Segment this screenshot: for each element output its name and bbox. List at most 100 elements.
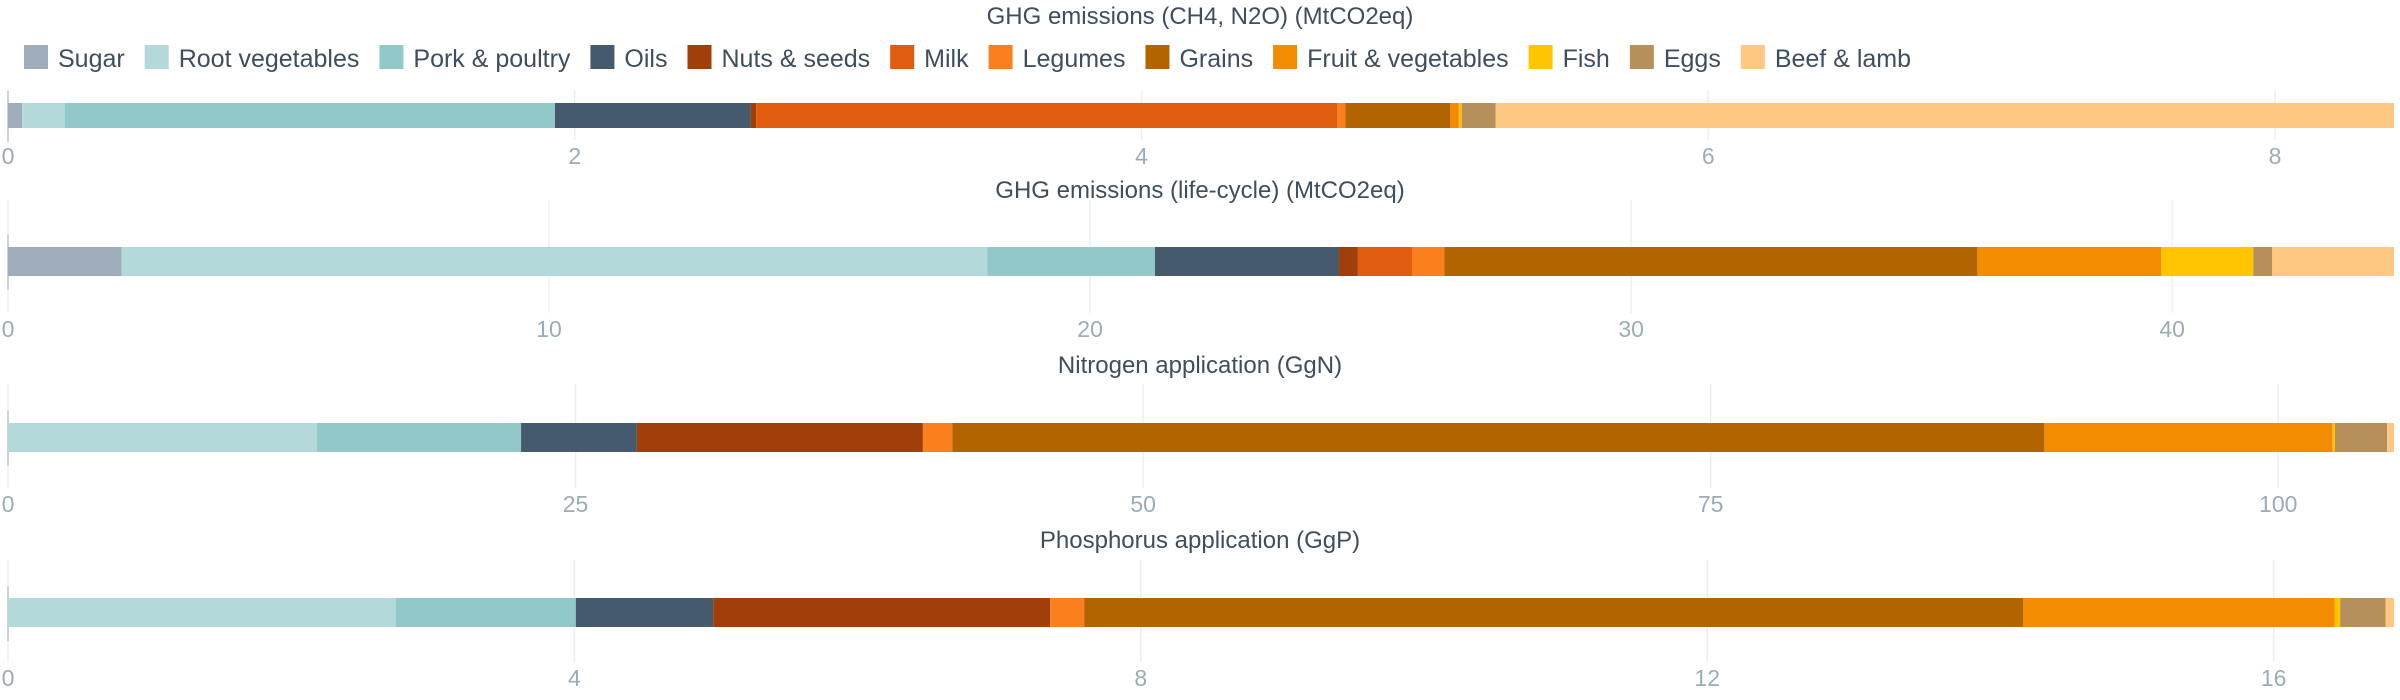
x-tick-label: 2 <box>568 143 581 169</box>
bar-segment-fruit-and-vegetables[interactable] <box>1977 247 2162 276</box>
bar-segment-nuts-and-seeds[interactable] <box>713 598 1051 627</box>
x-tick-label: 4 <box>1135 143 1148 169</box>
x-tick-label: 10 <box>536 316 562 342</box>
bar-segment-legumes[interactable] <box>1050 598 1085 627</box>
bar-segment-fruit-and-vegetables[interactable] <box>2023 598 2335 627</box>
legend-item-sugar[interactable]: Sugar <box>24 45 125 73</box>
chart-panel-1: GHG emissions (CH4, N2O) (MtCO2eq) 0 2 4 6 8 <box>2 3 2394 169</box>
legend-swatch <box>1740 45 1765 69</box>
bar-segment-pork-and-poultry[interactable] <box>316 423 522 452</box>
legend-item-milk[interactable]: Milk <box>890 45 969 73</box>
legend-swatch <box>988 45 1013 69</box>
bar-segment-eggs[interactable] <box>2253 247 2273 276</box>
x-tick-label: 40 <box>2159 316 2185 342</box>
bar-segment-pork-and-poultry[interactable] <box>64 103 555 128</box>
legend-item-oils[interactable]: Oils <box>590 45 667 73</box>
legend-label: Fish <box>1563 45 1610 73</box>
legend-item-beef-and-lamb[interactable]: Beef & lamb <box>1740 45 1911 73</box>
x-tick-label: 25 <box>563 491 589 517</box>
legend-item-fruit-and-vegetables[interactable]: Fruit & vegetables <box>1273 45 1509 73</box>
bar-segment-oils[interactable] <box>1155 247 1339 276</box>
bar-segment-eggs[interactable] <box>2340 598 2386 627</box>
bar-segment-grains[interactable] <box>1444 247 1978 276</box>
legend-label: Legumes <box>1023 45 1126 73</box>
bar-segment-grains[interactable] <box>1084 598 2024 627</box>
bar-segment-eggs[interactable] <box>2334 423 2388 452</box>
legend-label: Grains <box>1179 45 1253 73</box>
bar-segment-beef-and-lamb[interactable] <box>2387 423 2394 452</box>
bar-segment-legumes[interactable] <box>922 423 953 452</box>
x-tick-label: 16 <box>2261 665 2287 691</box>
legend-swatch <box>24 45 48 69</box>
bar-segment-oils[interactable] <box>554 103 751 128</box>
x-tick-label: 0 <box>2 143 15 169</box>
legend-label: Eggs <box>1664 45 1721 73</box>
bar-segment-grains[interactable] <box>1345 103 1451 128</box>
legend-item-legumes[interactable]: Legumes <box>988 45 1126 73</box>
chart-panel-4: Phosphorus application (GgP) 0 4 8 12 16 <box>2 527 2394 691</box>
legend-label: Milk <box>924 45 969 73</box>
bar-segment-milk[interactable] <box>756 103 1338 128</box>
chart-panel-3: Nitrogen application (GgN) 0 25 50 75 100 <box>2 352 2394 517</box>
bar-segment-root-vegetables[interactable] <box>121 247 988 276</box>
bar-segment-root-vegetables[interactable] <box>8 598 396 627</box>
legend-swatch <box>1145 45 1170 69</box>
legend-item-root-vegetables[interactable]: Root vegetables <box>144 45 360 73</box>
legend-item-grains[interactable]: Grains <box>1145 45 1253 73</box>
legend-swatch <box>1528 45 1553 69</box>
bar-segment-fish[interactable] <box>2334 598 2341 627</box>
x-tick-label: 8 <box>1134 665 1147 691</box>
bar-segment-oils[interactable] <box>575 598 714 627</box>
legend-item-fish[interactable]: Fish <box>1528 45 1610 73</box>
bar-segment-root-vegetables[interactable] <box>8 423 317 452</box>
bar-segment-legumes[interactable] <box>1412 247 1445 276</box>
bar-segment-fruit-and-vegetables[interactable] <box>1450 103 1459 128</box>
legend-item-eggs[interactable]: Eggs <box>1629 45 1721 73</box>
x-tick-label: 0 <box>2 491 15 517</box>
legend-swatch <box>590 45 615 69</box>
bar-segment-fruit-and-vegetables[interactable] <box>2044 423 2333 452</box>
bar-segment-nuts-and-seeds[interactable] <box>1338 247 1358 276</box>
panel-title: Nitrogen application (GgN) <box>1058 352 1342 379</box>
bar-segment-sugar[interactable] <box>8 247 122 276</box>
bar-segment-beef-and-lamb[interactable] <box>2272 247 2394 276</box>
legend-swatch <box>1629 45 1654 69</box>
bar-segment-milk[interactable] <box>1357 247 1413 276</box>
bar-segment-beef-and-lamb[interactable] <box>2385 598 2394 627</box>
legend-swatch <box>687 45 712 69</box>
bar-segment-fish[interactable] <box>2161 247 2254 276</box>
legend-label: Beef & lamb <box>1775 45 1911 73</box>
bar-segment-legumes[interactable] <box>1337 103 1346 128</box>
x-tick-label: 4 <box>568 665 581 691</box>
x-tick-label: 50 <box>1130 491 1156 517</box>
legend-label: Pork & poultry <box>413 45 571 73</box>
bar-segment-fish[interactable] <box>1458 103 1462 128</box>
legend-swatch <box>890 45 915 69</box>
legend-label: Nuts & seeds <box>721 45 870 73</box>
bar-segment-eggs[interactable] <box>1461 103 1496 128</box>
bar-segment-oils[interactable] <box>521 423 637 452</box>
panel-title: GHG emissions (CH4, N2O) (MtCO2eq) <box>987 3 1414 30</box>
bar-segment-pork-and-poultry[interactable] <box>395 598 576 627</box>
panel-title: Phosphorus application (GgP) <box>1040 527 1360 554</box>
bar-segment-nuts-and-seeds[interactable] <box>636 423 923 452</box>
bar-segment-grains[interactable] <box>952 423 2045 452</box>
legend-item-pork-and-poultry[interactable]: Pork & poultry <box>379 45 571 73</box>
x-tick-label: 0 <box>2 665 15 691</box>
bar-segment-root-vegetables[interactable] <box>22 103 65 128</box>
x-tick-label: 0 <box>2 316 15 342</box>
bar-segment-beef-and-lamb[interactable] <box>1495 103 2394 128</box>
x-tick-label: 6 <box>1702 143 1715 169</box>
legend-swatch <box>1273 45 1298 69</box>
legend: Sugar Root vegetables Pork & poultry Oils Nu… <box>24 45 1911 73</box>
x-tick-label: 100 <box>2259 491 2297 517</box>
bar-segment-sugar[interactable] <box>8 103 23 128</box>
bar-segment-fish[interactable] <box>2332 423 2335 452</box>
legend-label: Oils <box>624 45 667 73</box>
bar-segment-pork-and-poultry[interactable] <box>987 247 1156 276</box>
legend-item-nuts-and-seeds[interactable]: Nuts & seeds <box>687 45 870 73</box>
bar-segment-nuts-and-seeds[interactable] <box>750 103 757 128</box>
x-tick-label: 20 <box>1077 316 1103 342</box>
